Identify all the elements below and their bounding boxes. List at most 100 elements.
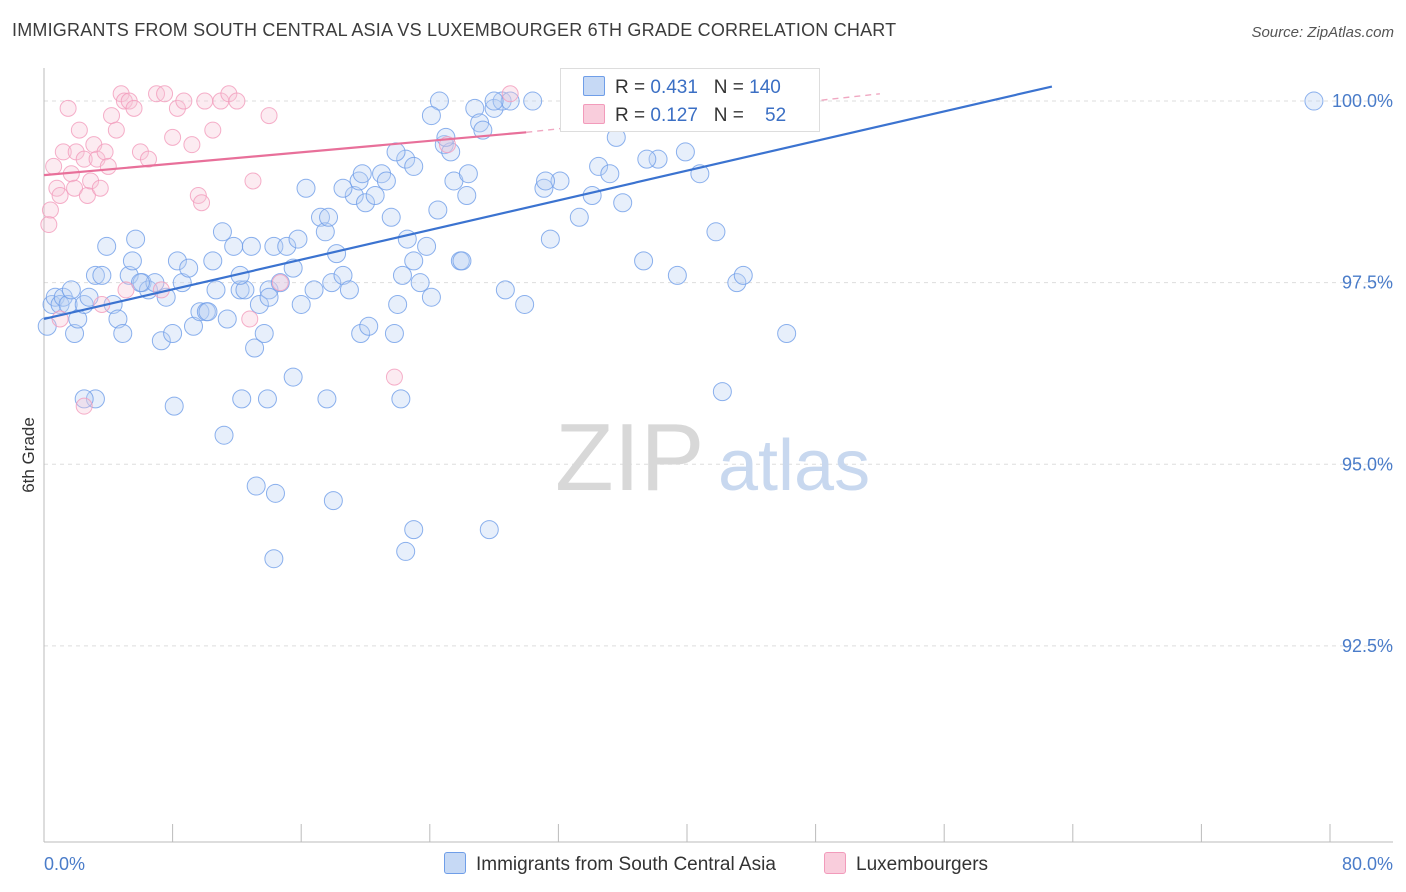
legend-n-label-1: N =: [713, 77, 744, 98]
series-blue-point-114: [536, 171, 556, 191]
series-blue-point-143: [404, 156, 424, 176]
series-blue-point-61: [352, 164, 372, 184]
series-blue-point-56: [339, 280, 359, 300]
series-pink-point-24: [125, 99, 143, 117]
series-blue-point-11: [85, 265, 105, 285]
series-pink-point-39: [244, 172, 262, 190]
series-pink-point-18: [99, 157, 117, 175]
series-blue-point-81: [392, 265, 412, 285]
series-pink-point-51: [501, 85, 519, 103]
series-pink-point-10: [70, 121, 88, 139]
series-blue-point-53: [322, 273, 342, 293]
series-pink-point-8: [66, 179, 84, 197]
series-blue-point-33: [206, 280, 226, 300]
series-pink-point-22: [115, 92, 133, 110]
series-blue-point-83: [404, 251, 424, 271]
series-blue-point-28: [179, 258, 199, 278]
series-blue-point-124: [712, 382, 732, 402]
series-pink-point-40: [260, 107, 278, 125]
series-pink-point-11: [75, 150, 93, 168]
series-blue-point-51: [310, 207, 330, 227]
series-blue-point-76: [365, 185, 385, 205]
series-blue-point-71: [323, 491, 343, 511]
legend-n-value-2: 52: [765, 105, 787, 126]
series-pink-point-20: [107, 121, 125, 139]
y-tick-label-2: 95.0%: [1342, 454, 1393, 474]
series-blue-point-131: [473, 120, 493, 140]
watermark: ZIP atlas: [555, 404, 870, 511]
series-blue-point-13: [97, 236, 117, 256]
series-blue-point-111: [452, 251, 472, 271]
series-blue-point-63: [232, 389, 252, 409]
legend-n-value-1: 140: [749, 77, 781, 98]
series-blue-point-133: [396, 149, 416, 169]
legend-r-label-2: R =: [615, 105, 646, 126]
series-pink-point-26: [139, 150, 157, 168]
series-blue-point-95: [484, 98, 504, 118]
series-blue-point-105: [613, 193, 633, 213]
series-blue-point-86: [421, 287, 441, 307]
series-blue-point-136: [675, 142, 695, 162]
series-blue-point-37: [230, 280, 250, 300]
series-blue-point-66: [257, 389, 277, 409]
series-blue-point-103: [589, 156, 609, 176]
series-blue-point-85: [417, 236, 437, 256]
trendline-pink: [43, 131, 527, 177]
series-blue-point-125: [727, 273, 747, 293]
series-blue-point-59: [356, 193, 375, 213]
series-blue-point-45: [270, 273, 290, 293]
y-tick-labels: 100.0% 97.5% 95.0% 92.5%: [1332, 91, 1393, 656]
bottom-legend-swatch-blue: [444, 852, 466, 874]
series-blue-point-70: [265, 483, 285, 503]
series-pink-point-31: [175, 92, 193, 110]
series-blue-point-34: [212, 222, 232, 242]
series-pink-point-42: [75, 397, 93, 415]
series-blue-point-145: [384, 324, 404, 344]
series-pink-point-30: [168, 99, 186, 117]
series-pink-point-12: [78, 186, 96, 204]
series-pink-point-1: [41, 201, 59, 219]
series-blue-point-144: [458, 164, 478, 184]
series-blue-point-7: [65, 324, 85, 344]
series-blue-point-92: [457, 185, 477, 205]
series-blue-point-106: [634, 251, 654, 271]
series-blue-point-119: [198, 302, 218, 322]
series-blue-point-107: [667, 265, 687, 285]
series-blue-point-80: [388, 294, 408, 314]
legend-swatch-blue: [583, 76, 605, 96]
series-pink-point-0: [40, 216, 58, 234]
series-blue-point-6: [61, 280, 81, 300]
series-blue-point-104: [600, 164, 620, 184]
series-pink-point-35: [204, 121, 222, 139]
series-blue-point-65: [74, 389, 94, 409]
series-blue-point-120: [130, 273, 150, 293]
series-blue-point-115: [333, 178, 353, 198]
series-blue-point-68: [317, 389, 337, 409]
series-pink-point-32: [183, 136, 201, 154]
watermark-atlas: atlas: [718, 426, 870, 506]
series-blue-point-40: [245, 338, 265, 358]
series-pink-point-38: [228, 92, 246, 110]
bottom-legend-swatch-pink: [824, 852, 846, 874]
series-blue-point-116: [351, 324, 371, 344]
legend-swatch-pink: [583, 104, 605, 124]
series-pink-point-47: [241, 310, 259, 328]
series-blue-point-110: [429, 91, 449, 111]
series-blue-point-36: [224, 236, 244, 256]
series-pink-point-19: [103, 107, 121, 125]
series-blue-point-50: [304, 280, 324, 300]
series-blue-point-126: [733, 265, 753, 285]
x-tick-labels: 0.0% 80.0%: [44, 854, 1393, 874]
series-blue-point-130: [484, 91, 504, 111]
y-axis-label: 6th Grade: [19, 417, 38, 493]
series-blue-point-134: [421, 106, 441, 126]
series-blue-point-18: [122, 251, 142, 271]
series-blue-point-38: [235, 280, 255, 300]
bottom-legend-series1: Immigrants from South Central Asia: [444, 852, 776, 876]
series-blue-point-138: [569, 207, 589, 227]
chart-title: IMMIGRANTS FROM SOUTH CENTRAL ASIA VS LU…: [12, 20, 897, 40]
series-pink-point-29: [164, 128, 182, 146]
watermark-zip: ZIP: [555, 404, 704, 511]
series-blue-point-129: [1304, 91, 1324, 111]
series-blue-point-93: [465, 98, 485, 118]
